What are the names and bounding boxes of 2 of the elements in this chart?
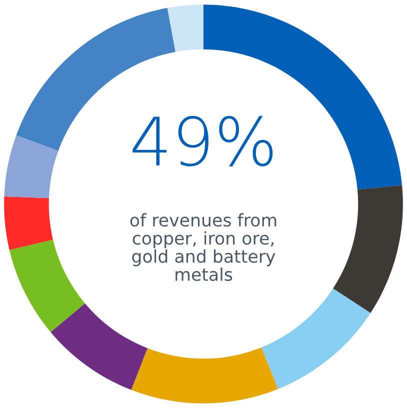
text: 49% bbox=[132, 116, 273, 166]
text: of revenues from copper, iron ore, gold and battery metals bbox=[130, 213, 276, 281]
